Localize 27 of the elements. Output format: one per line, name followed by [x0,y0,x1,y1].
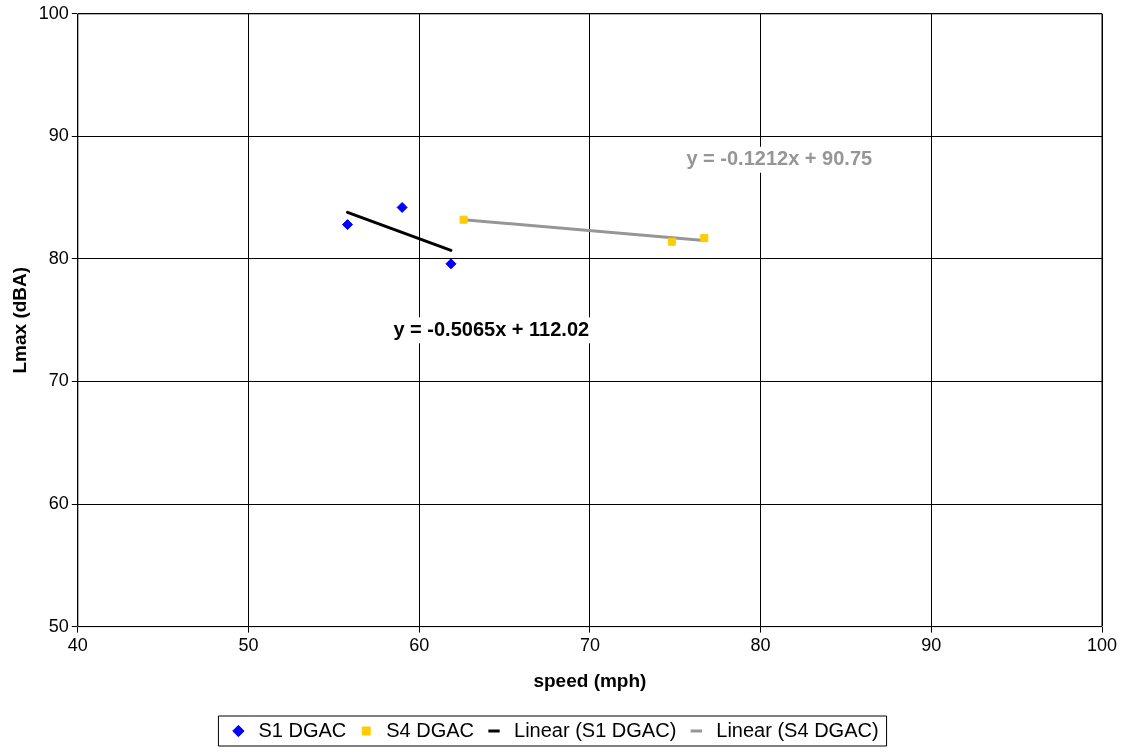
x-tick-label: 100 [1086,635,1118,656]
x-tick-label: 70 [579,635,600,656]
legend-label: Linear (S4 DGAC) [716,718,879,741]
legend-label: S4 DGAC [386,718,475,741]
y-tick-label: 70 [48,370,69,391]
x-tick-label: 40 [67,635,88,656]
point [342,219,354,231]
y-tick-label: 50 [48,615,69,636]
y-tick-label: 80 [48,247,69,268]
y-tick-label: 90 [48,125,69,146]
point [445,258,457,270]
point [396,201,408,213]
legend-label: Linear (S1 DGAC) [514,718,677,741]
x-tick-label: 50 [238,635,259,656]
point [700,234,709,243]
point [459,215,468,224]
legend-label: S1 DGAC [258,718,347,741]
x-tick-label: 80 [750,635,771,656]
y-axis-title: Lmax (dBA) [8,266,30,374]
x-tick-label: 90 [921,635,942,656]
x-axis-title: speed (mph) [533,669,647,691]
y-tick-label: 100 [38,2,69,23]
annotation: y = -0.5065x + 112.02 [393,317,590,340]
annotation: y = -0.1212x + 90.75 [686,147,873,170]
y-tick-label: 60 [48,493,69,514]
x-tick-label: 60 [409,635,430,656]
point [667,237,676,246]
